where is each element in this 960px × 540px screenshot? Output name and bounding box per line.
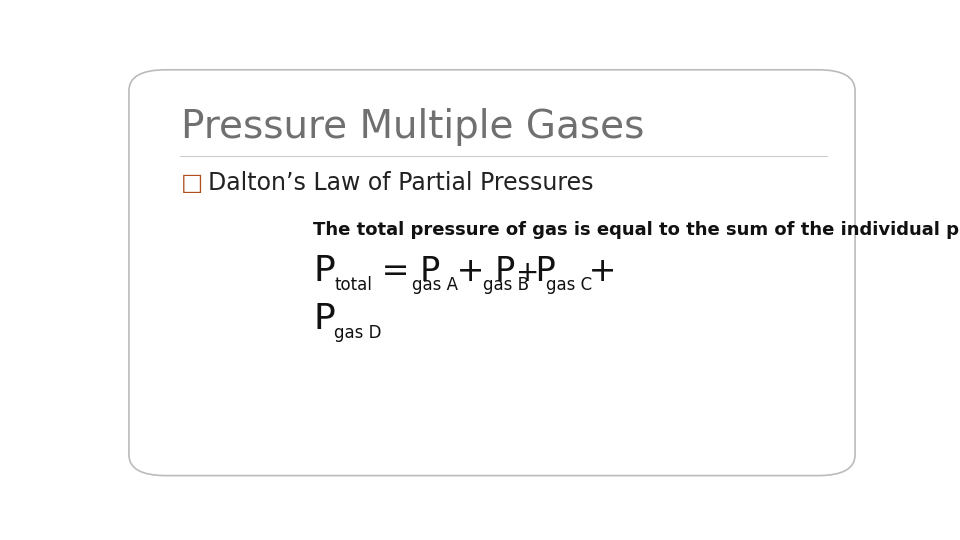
Text: = P: = P xyxy=(372,255,441,288)
Text: P: P xyxy=(313,254,335,288)
Text: The total pressure of gas is equal to the sum of the individual pressures.: The total pressure of gas is equal to th… xyxy=(313,221,960,239)
Text: total: total xyxy=(334,276,372,294)
Text: gas D: gas D xyxy=(334,324,382,342)
Text: □: □ xyxy=(181,171,204,195)
Text: gas A: gas A xyxy=(412,276,458,294)
Text: Pressure Multiple Gases: Pressure Multiple Gases xyxy=(181,109,644,146)
Text: P: P xyxy=(525,255,556,288)
Text: +: + xyxy=(578,255,617,288)
Text: gas C: gas C xyxy=(545,276,591,294)
Text: gas B: gas B xyxy=(483,276,529,294)
Text: Dalton’s Law of Partial Pressures: Dalton’s Law of Partial Pressures xyxy=(207,171,593,195)
Text: +: + xyxy=(516,259,540,287)
Text: + P: + P xyxy=(445,255,516,288)
Text: P: P xyxy=(313,302,335,336)
FancyBboxPatch shape xyxy=(129,70,855,476)
